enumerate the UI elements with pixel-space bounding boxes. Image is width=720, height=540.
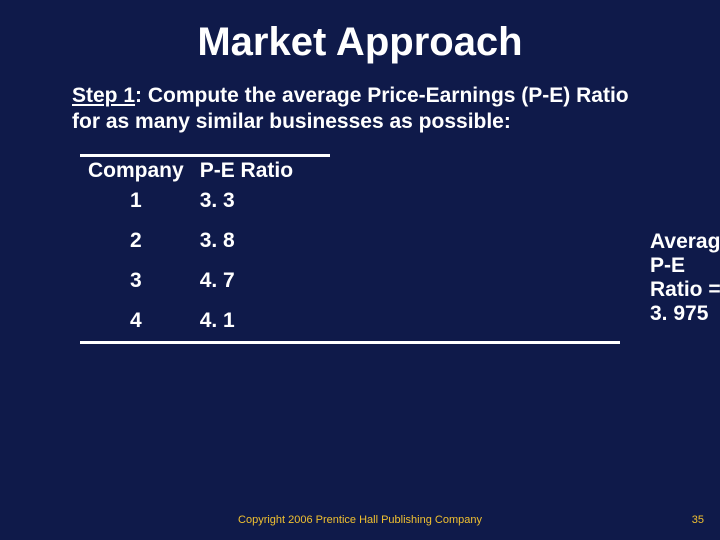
slide-title: Market Approach — [0, 0, 720, 65]
step-label: Step 1 — [72, 84, 135, 107]
cell-pe-ratio: 4. 7 — [192, 261, 301, 301]
step-rest: : Compute the average Price-Earnings (P-… — [72, 84, 629, 133]
copyright-text: Copyright 2006 Prentice Hall Publishing … — [0, 514, 720, 526]
table-header-row: Company P-E Ratio — [80, 157, 301, 187]
table-row: 34. 7 — [80, 261, 301, 301]
table-bottom-rule — [80, 341, 620, 344]
table-row: 13. 3 — [80, 187, 301, 221]
content-row: Company P-E Ratio 13. 323. 834. 744. 1 A… — [80, 154, 720, 344]
cell-pe-ratio: 3. 3 — [192, 187, 301, 221]
cell-company: 2 — [80, 221, 192, 261]
average-text: Average P-E Ratio = 3. 975 — [650, 230, 720, 326]
table-row: 23. 8 — [80, 221, 301, 261]
page-number: 35 — [692, 514, 704, 526]
cell-company: 1 — [80, 187, 192, 221]
cell-company: 4 — [80, 301, 192, 341]
table-row: 44. 1 — [80, 301, 301, 341]
col-pe-ratio: P-E Ratio — [192, 157, 301, 187]
step-text: Step 1: Compute the average Price-Earnin… — [72, 83, 648, 136]
col-company: Company — [80, 157, 192, 187]
cell-pe-ratio: 3. 8 — [192, 221, 301, 261]
cell-pe-ratio: 4. 1 — [192, 301, 301, 341]
cell-company: 3 — [80, 261, 192, 301]
pe-table: Company P-E Ratio 13. 323. 834. 744. 1 — [80, 154, 620, 344]
